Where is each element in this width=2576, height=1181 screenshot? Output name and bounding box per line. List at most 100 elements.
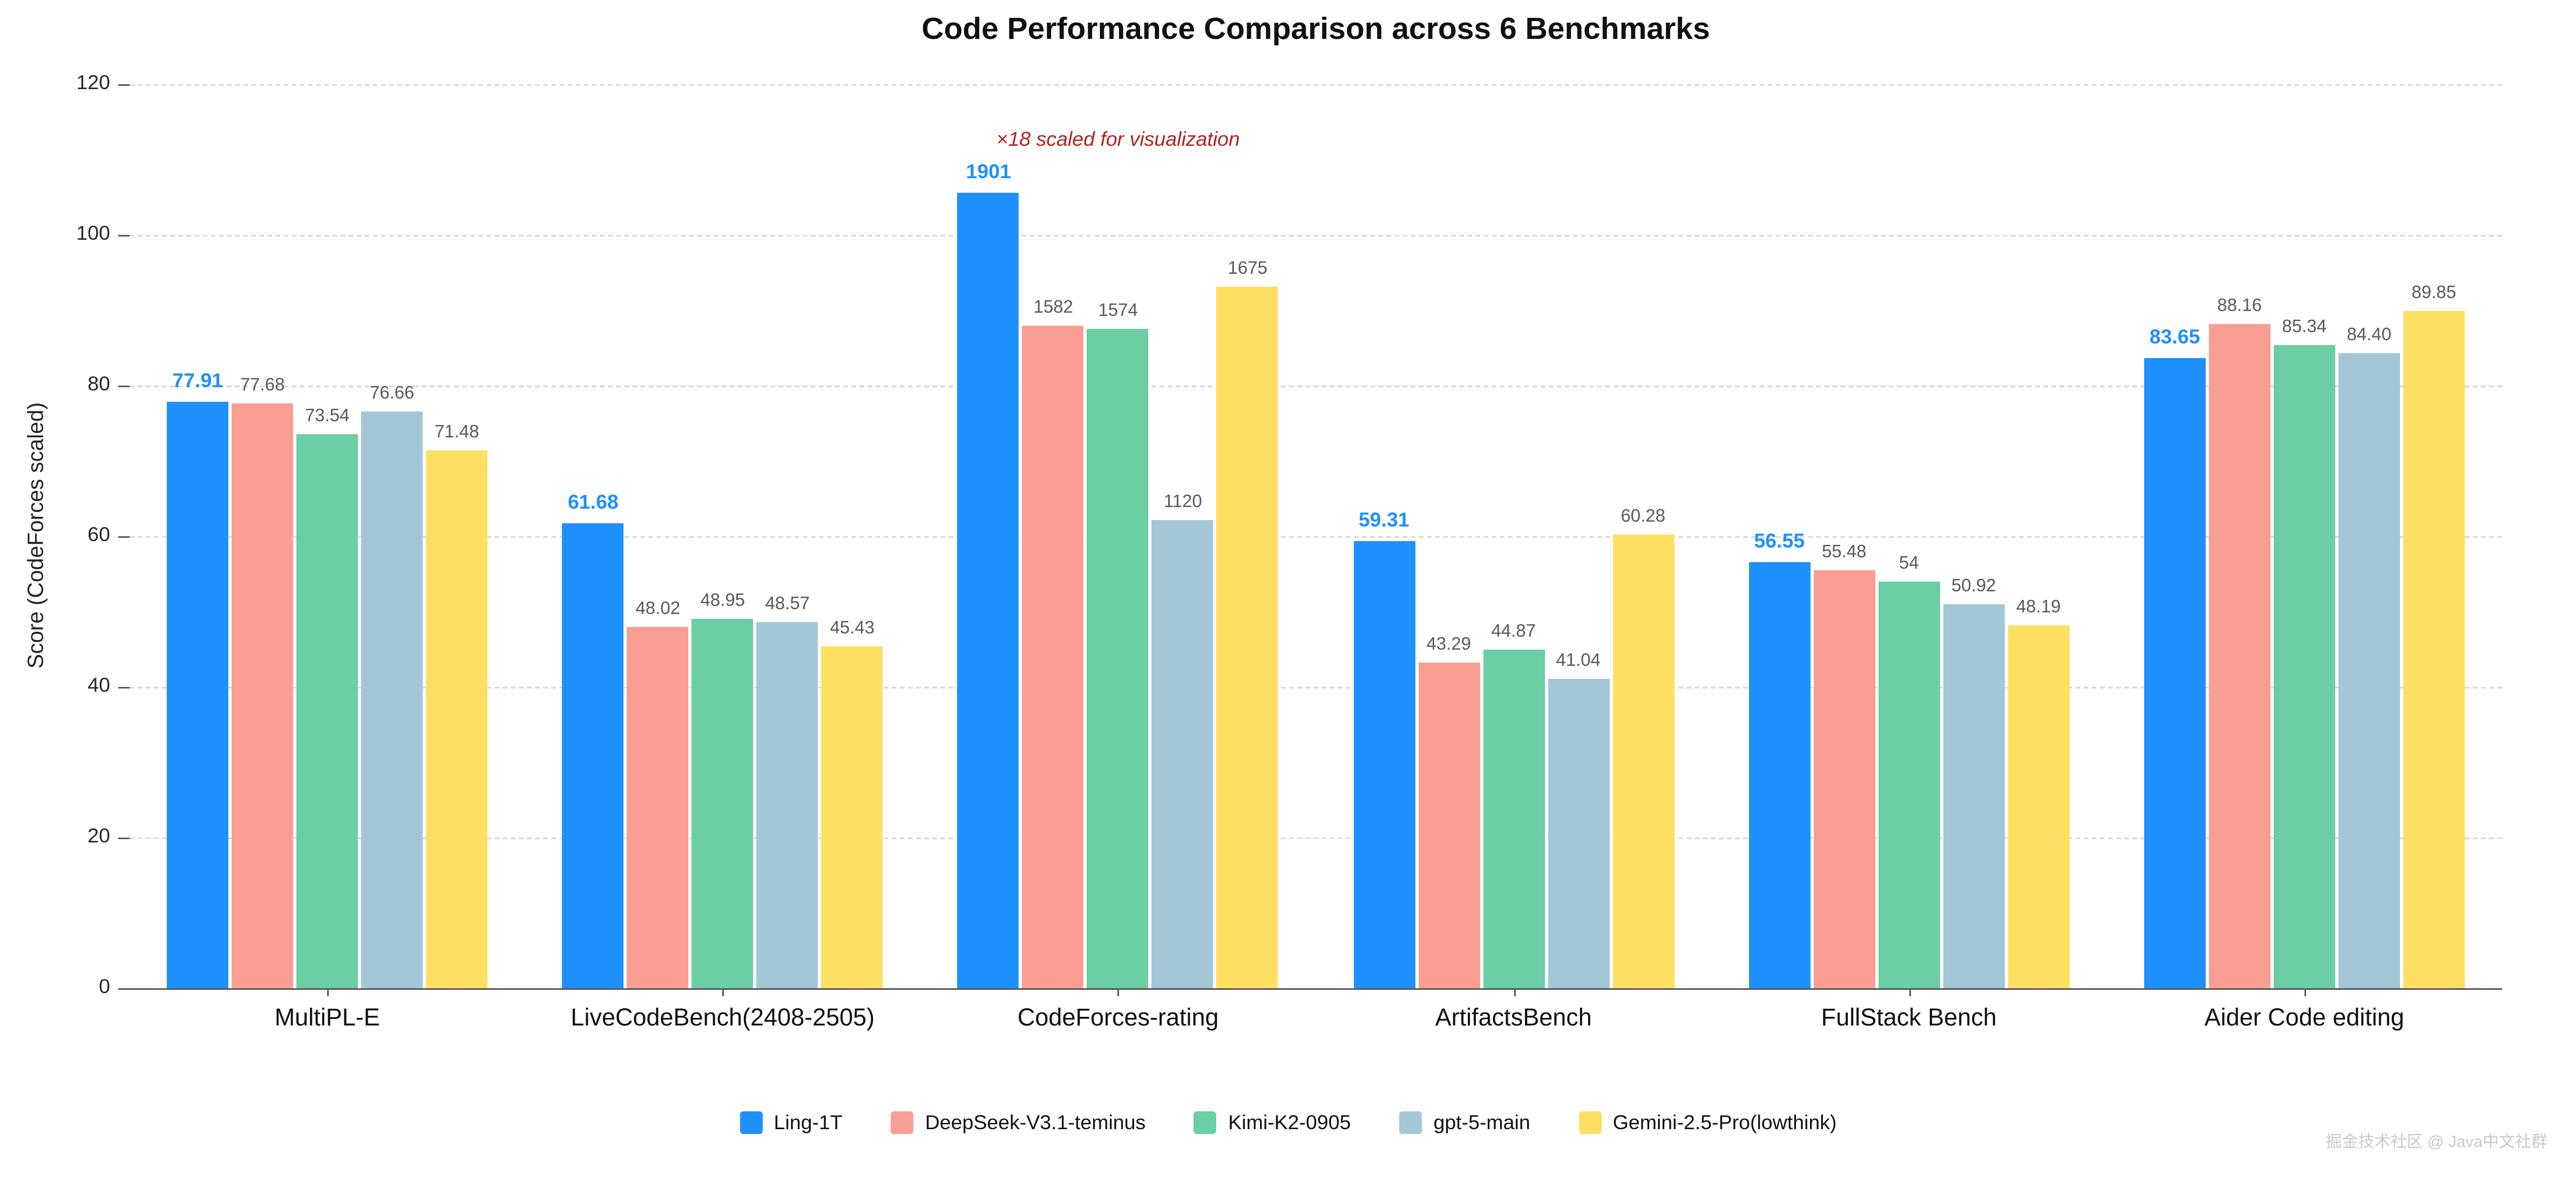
bar-value-label: 61.68 bbox=[567, 491, 619, 514]
y-tick-label: 40 bbox=[87, 674, 110, 697]
bar-value-label: 77.68 bbox=[240, 375, 285, 395]
x-tick-mark bbox=[2304, 988, 2306, 996]
bar-value-label: 1901 bbox=[966, 160, 1011, 183]
annotation-scaled-note: ×18 scaled for visualization bbox=[996, 127, 1240, 151]
bar bbox=[1418, 662, 1480, 988]
bar bbox=[756, 622, 818, 988]
bar bbox=[692, 619, 754, 988]
bar-value-label: 1120 bbox=[1163, 491, 1202, 511]
plot-area: 77.91 77.68 73.54 76.66 71.48 61.68 48.02 48.95… bbox=[130, 84, 2502, 990]
bar-value-label: 1582 bbox=[1033, 298, 1073, 318]
legend-label: Ling-1T bbox=[774, 1111, 843, 1134]
x-tick-label: ArtifactsBench bbox=[1435, 1004, 1592, 1032]
x-tick-label: CodeForces-rating bbox=[1017, 1004, 1219, 1032]
bar-value-label: 77.91 bbox=[172, 369, 223, 392]
bar-value-label: 76.66 bbox=[369, 383, 415, 403]
bar-value-label: 85.34 bbox=[2282, 318, 2327, 338]
bar-value-label: 48.95 bbox=[700, 592, 745, 612]
bar bbox=[1878, 581, 1940, 988]
bar-value-label: 60.28 bbox=[1621, 507, 1666, 527]
bar bbox=[2208, 324, 2270, 988]
bar-value-label: 55.48 bbox=[1821, 543, 1867, 563]
legend-item: Ling-1T bbox=[740, 1111, 843, 1134]
y-tick-mark bbox=[118, 988, 130, 990]
bar-value-label: 88.16 bbox=[2217, 296, 2262, 316]
bar bbox=[1152, 519, 1214, 988]
bar bbox=[1547, 679, 1609, 988]
legend-item: DeepSeek-V3.1-teminus bbox=[891, 1111, 1146, 1134]
bar-value-label: 73.54 bbox=[304, 407, 350, 427]
bar bbox=[821, 646, 883, 988]
bar bbox=[562, 523, 624, 988]
y-tick-mark bbox=[118, 235, 130, 237]
bar-value-label: 48.02 bbox=[635, 599, 681, 619]
legend-item: gpt-5-main bbox=[1399, 1111, 1530, 1134]
bar bbox=[1748, 562, 1811, 988]
bar-value-label: 48.57 bbox=[765, 595, 810, 615]
bar bbox=[2338, 352, 2400, 988]
bar-value-label: 89.85 bbox=[2411, 284, 2457, 303]
x-tick-mark bbox=[1513, 988, 1515, 996]
bar-value-label: 71.48 bbox=[434, 422, 479, 442]
legend: Ling-1T DeepSeek-V3.1-teminus Kimi-K2-0905… bbox=[0, 1111, 2576, 1134]
y-tick-label: 100 bbox=[76, 222, 110, 245]
gridline bbox=[130, 84, 2502, 86]
bar bbox=[1022, 326, 1084, 988]
bar bbox=[1612, 534, 1674, 988]
legend-swatch bbox=[1578, 1111, 1602, 1134]
bar-value-label: 43.29 bbox=[1426, 635, 1472, 654]
y-tick-label: 0 bbox=[99, 975, 110, 998]
legend-label: DeepSeek-V3.1-teminus bbox=[925, 1111, 1146, 1134]
bar-value-label: 45.43 bbox=[830, 618, 875, 638]
x-tick-mark bbox=[327, 988, 329, 996]
y-tick-mark bbox=[118, 838, 130, 839]
x-tick-label: FullStack Bench bbox=[1821, 1004, 1997, 1032]
chart-title: Code Performance Comparison across 6 Ben… bbox=[921, 13, 1710, 47]
y-tick-mark bbox=[118, 687, 130, 689]
bar bbox=[2403, 311, 2465, 988]
legend-swatch bbox=[1194, 1111, 1217, 1134]
x-tick-mark bbox=[722, 988, 724, 996]
x-tick-label: Aider Code editing bbox=[2204, 1004, 2404, 1032]
gridline bbox=[130, 536, 2502, 538]
bar bbox=[958, 192, 1020, 988]
bar-value-label: 59.31 bbox=[1358, 509, 1409, 532]
bar bbox=[361, 410, 423, 988]
legend-label: Kimi-K2-0905 bbox=[1228, 1111, 1351, 1134]
x-tick-label: MultiPL-E bbox=[274, 1004, 380, 1032]
y-tick-mark bbox=[118, 386, 130, 387]
gridline bbox=[130, 386, 2502, 387]
bar bbox=[1353, 541, 1415, 988]
x-tick-mark bbox=[1118, 988, 1120, 996]
bar-value-label: 56.55 bbox=[1754, 530, 1805, 553]
bar-value-label: 54 bbox=[1899, 554, 1919, 573]
bar bbox=[2008, 625, 2070, 988]
bar bbox=[232, 403, 294, 988]
x-axis-line bbox=[130, 988, 2502, 990]
bar bbox=[167, 401, 229, 988]
bar bbox=[296, 434, 358, 988]
bar-value-label: 83.65 bbox=[2149, 326, 2200, 349]
gridline bbox=[130, 687, 2502, 689]
bar-value-label: 48.19 bbox=[2016, 597, 2061, 617]
gridline bbox=[130, 235, 2502, 237]
bar-value-label: 41.04 bbox=[1556, 651, 1601, 671]
y-tick-mark bbox=[118, 84, 130, 86]
bar bbox=[1943, 604, 2005, 988]
legend-swatch bbox=[1399, 1111, 1422, 1134]
legend-swatch bbox=[891, 1111, 914, 1134]
bar bbox=[426, 449, 488, 988]
y-tick-label: 80 bbox=[87, 373, 110, 395]
bar bbox=[1217, 287, 1279, 988]
legend-label: gpt-5-main bbox=[1433, 1111, 1530, 1134]
bar-value-label: 50.92 bbox=[1951, 577, 1996, 597]
bar bbox=[1482, 650, 1544, 988]
gridline bbox=[130, 838, 2502, 839]
y-tick-label: 120 bbox=[76, 71, 110, 94]
y-tick-label: 20 bbox=[87, 825, 110, 847]
bar bbox=[2273, 345, 2335, 988]
legend-item: Gemini-2.5-Pro(lowthink) bbox=[1578, 1111, 1836, 1134]
watermark: 掘金技术社区 @ Java中文社群 bbox=[2326, 1134, 2547, 1152]
bar bbox=[1087, 329, 1149, 988]
